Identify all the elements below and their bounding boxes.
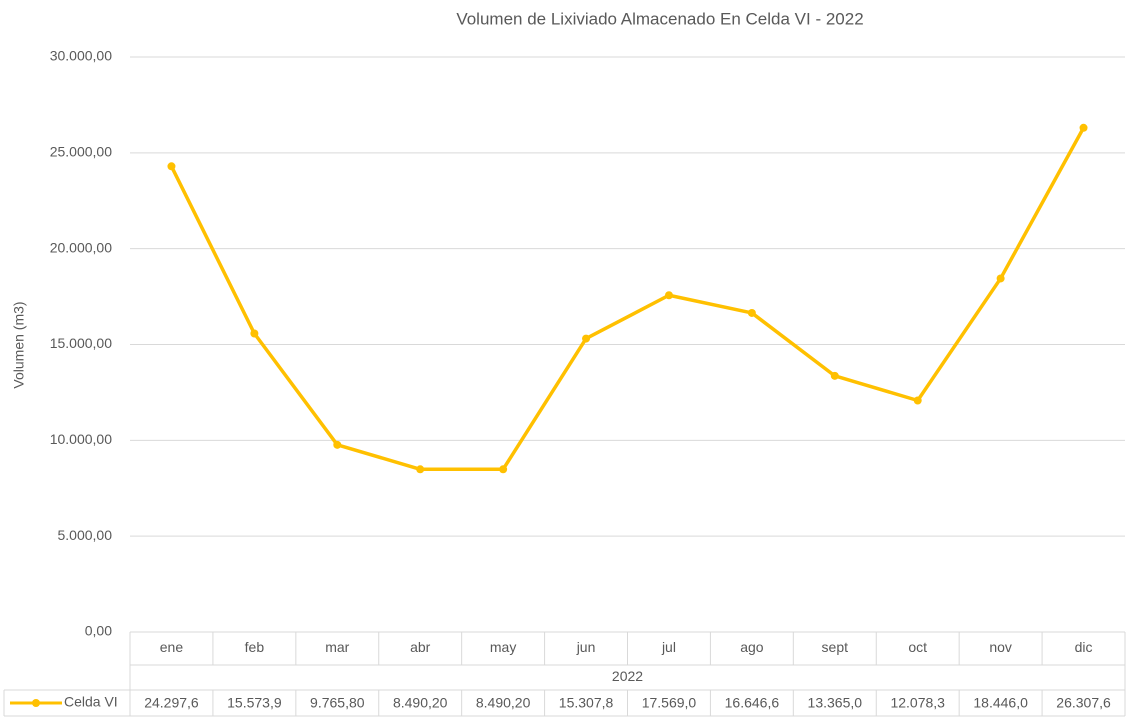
marker bbox=[830, 371, 839, 380]
marker bbox=[747, 308, 756, 317]
value-label: 24.297,6 bbox=[144, 695, 199, 711]
marker bbox=[333, 440, 342, 449]
value-label: 16.646,6 bbox=[725, 695, 780, 711]
value-label: 9.765,80 bbox=[310, 695, 365, 711]
y-tick-label: 20.000,00 bbox=[50, 239, 112, 255]
marker bbox=[499, 465, 508, 474]
value-label: 12.078,3 bbox=[890, 695, 945, 711]
y-tick-label: 10.000,00 bbox=[50, 431, 112, 447]
marker bbox=[250, 329, 259, 338]
value-label: 26.307,6 bbox=[1056, 695, 1111, 711]
value-label: 15.573,9 bbox=[227, 695, 282, 711]
x-tick-label: mar bbox=[325, 639, 349, 655]
x-tick-label: ene bbox=[160, 639, 184, 655]
x-tick-label: dic bbox=[1075, 639, 1093, 655]
x-tick-label: ago bbox=[740, 639, 764, 655]
line bbox=[169, 126, 1086, 472]
value-label: 15.307,8 bbox=[559, 695, 614, 711]
marker bbox=[1079, 123, 1088, 132]
y-tick-label: 30.000,00 bbox=[50, 48, 112, 64]
x-tick-label: sept bbox=[822, 639, 849, 655]
marker bbox=[167, 162, 176, 171]
value-label: 17.569,0 bbox=[642, 695, 697, 711]
marker bbox=[664, 291, 673, 300]
value-label: 8.490,20 bbox=[476, 695, 531, 711]
y-tick-label: 5.000,00 bbox=[58, 527, 113, 543]
x-tick-label: feb bbox=[245, 639, 265, 655]
x-tick-label: nov bbox=[989, 639, 1012, 655]
marker bbox=[416, 465, 425, 474]
y-tick-label: 15.000,00 bbox=[50, 335, 112, 351]
chart-title: Volumen de Lixiviado Almacenado En Celda… bbox=[456, 9, 863, 28]
value-label: 13.365,0 bbox=[808, 695, 863, 711]
marker bbox=[996, 274, 1005, 283]
value-label: 8.490,20 bbox=[393, 695, 448, 711]
x-tick-label: abr bbox=[410, 639, 431, 655]
y-tick-label: 25.000,00 bbox=[50, 144, 112, 160]
marker bbox=[913, 396, 922, 405]
value-label: 18.446,0 bbox=[973, 695, 1028, 711]
x-group-label: 2022 bbox=[612, 668, 643, 684]
x-tick-label: jun bbox=[576, 639, 596, 655]
x-tick-label: oct bbox=[908, 639, 927, 655]
y-axis-label: Volumen (m3) bbox=[11, 301, 27, 388]
legend-label: Celda VI bbox=[64, 694, 118, 710]
x-tick-label: jul bbox=[661, 639, 676, 655]
x-tick-label: may bbox=[490, 639, 516, 655]
marker bbox=[582, 334, 591, 343]
y-tick-label: 0,00 bbox=[85, 623, 112, 639]
legend-marker bbox=[32, 699, 40, 707]
